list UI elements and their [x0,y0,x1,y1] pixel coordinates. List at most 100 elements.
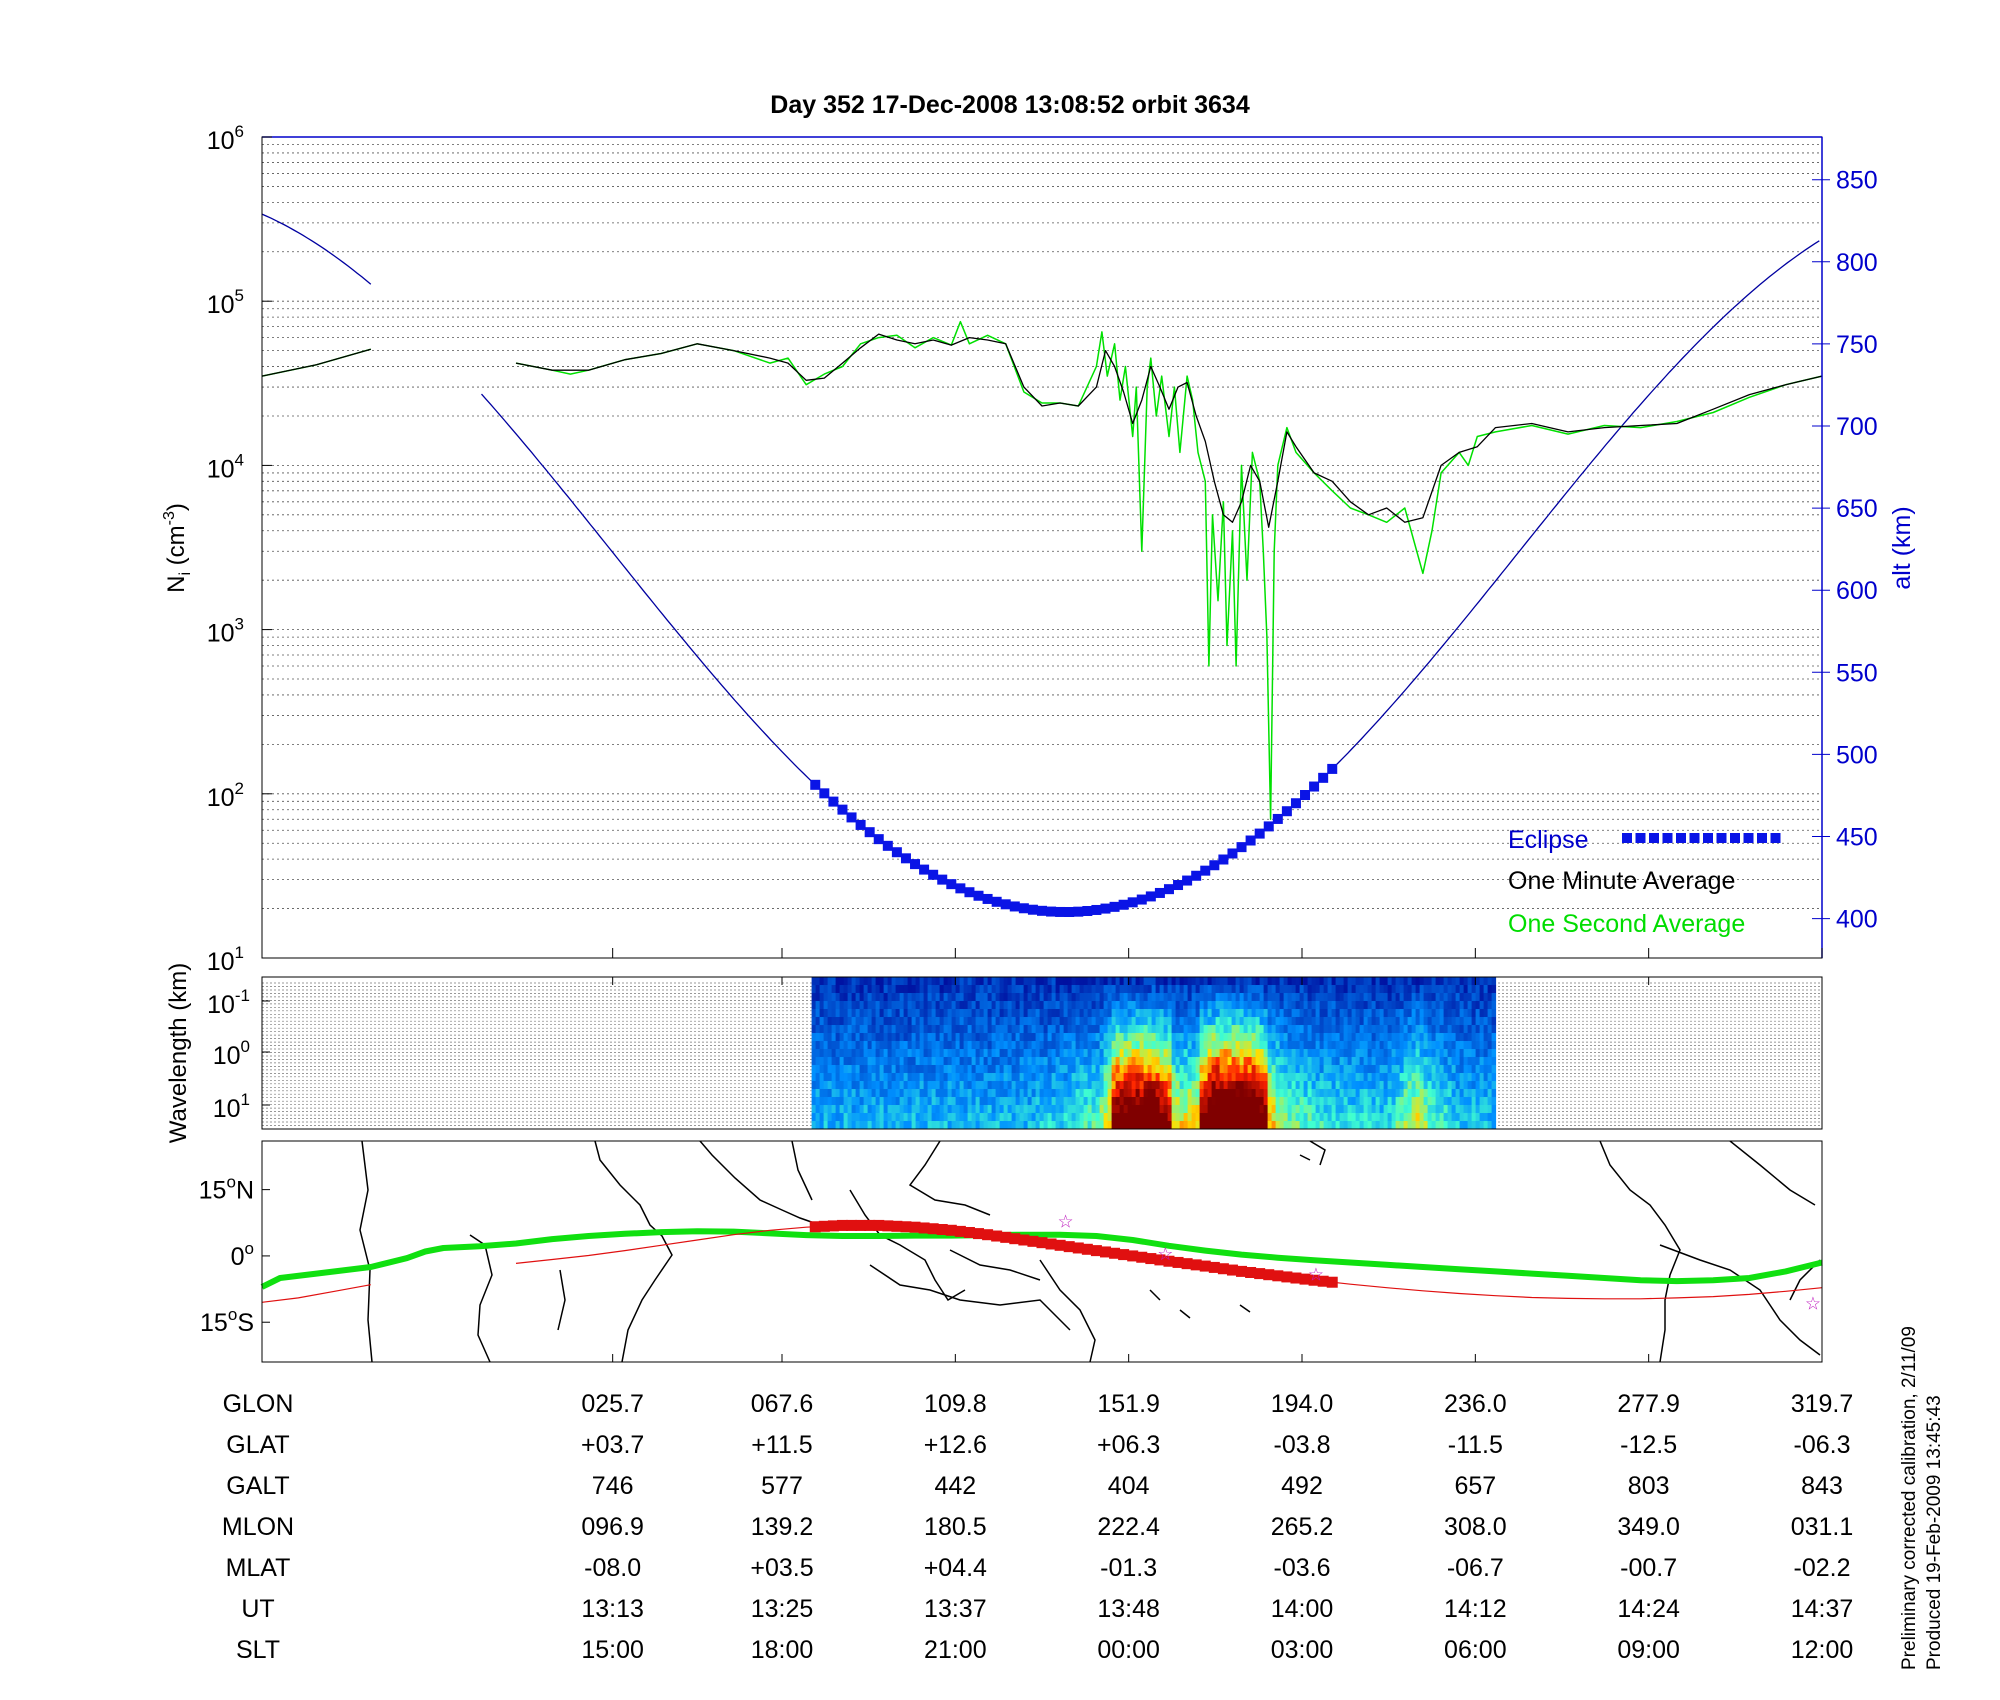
spectrogram-cell [1035,1009,1041,1018]
spectrogram-cell [1459,977,1465,986]
spectrogram-cell [1039,1121,1045,1130]
spectrogram-cell [1135,993,1141,1002]
spectrogram-cell [1071,1073,1077,1082]
spectrogram-cell [1051,1025,1057,1034]
spectrogram-cell [923,1001,929,1010]
spectrogram-cell [1291,1009,1297,1018]
spectrogram-cell [1339,1009,1345,1018]
spectrogram-cell [835,1025,841,1034]
spectrogram-cell [1303,1033,1309,1042]
spectrogram-cell [1479,1033,1485,1042]
spectrogram-cell [1307,985,1313,994]
spectrogram-cell [1039,1105,1045,1114]
spectrogram-cell [863,1041,869,1050]
spectrogram-cell [815,977,821,986]
spectrogram-cell [1099,1065,1105,1074]
spectrogram-cell [1099,993,1105,1002]
spectrogram-cell [915,1089,921,1098]
spectrogram-cell [1463,1089,1469,1098]
spectrogram-cell [1359,1081,1365,1090]
spectrogram-cell [1435,1121,1441,1130]
spectrogram-cell [1371,993,1377,1002]
table-cell: -00.7 [1620,1554,1677,1582]
spectrogram-cell [1151,1009,1157,1018]
spectrogram-cell [1419,1113,1425,1122]
ground-track-stars: ☆☆☆☆ [1058,1211,1821,1313]
spectrogram-cell [839,1105,845,1114]
spectrogram-cell [1439,1097,1445,1106]
spectrogram-cell [999,1001,1005,1010]
spectrogram-cell [1143,1001,1149,1010]
spectrogram-cell [947,1121,953,1130]
spectrogram-cell [819,1025,825,1034]
spectrogram-cell [847,1073,853,1082]
spectrogram-cell [1151,1057,1157,1066]
spectrogram-cell [1115,1025,1121,1034]
spectrogram-cell [1463,1113,1469,1122]
spectrogram-cell [1371,1017,1377,1026]
spectrogram-cell [1167,1017,1173,1026]
spectrogram-cell [1459,1105,1465,1114]
spectrogram-cell [1359,1073,1365,1082]
spectrogram-cell [1159,1017,1165,1026]
spectrogram-cell [847,1025,853,1034]
spectrogram-cell [1031,993,1037,1002]
spectrogram-cell [1279,1009,1285,1018]
spectrogram-cell [815,1041,821,1050]
spectrogram-cell [887,1113,893,1122]
spectrogram-cell [1075,1017,1081,1026]
spectrogram-cell [1443,1009,1449,1018]
spectrogram-cell [1191,1081,1197,1090]
spectrogram-cell [899,1105,905,1114]
spectrogram-cell [1483,1065,1489,1074]
spectrogram-cell [987,1097,993,1106]
spectrogram-cell [1035,985,1041,994]
spectrogram-cell [1007,1121,1013,1130]
spectrogram-cell [1351,985,1357,994]
spectrogram-cell [963,1105,969,1114]
spectrogram-cell [1443,1121,1449,1130]
spectrogram-cell [1091,993,1097,1002]
spectrogram-cell [1327,1025,1333,1034]
spectrogram-cell [1487,1081,1493,1090]
spectrogram-cell [1455,1097,1461,1106]
spectrogram-cell [1411,1089,1417,1098]
spectrogram-cell [1183,1057,1189,1066]
spectrogram-cell [895,1017,901,1026]
spectrogram-cell [1187,1073,1193,1082]
spectrogram-cell [1031,1065,1037,1074]
eclipse-marker [1200,865,1211,876]
spectrogram-cell [847,1001,853,1010]
spectrogram-cell [871,1033,877,1042]
spectrogram-cell [1315,1065,1321,1074]
spectrogram-cell [1383,1113,1389,1122]
spectrogram-cell [987,1041,993,1050]
eclipse-marker [1018,903,1029,914]
spectrogram-cell [1295,985,1301,994]
spectrogram-cell [831,1049,837,1058]
spectrogram-cell [935,1025,941,1034]
spectrogram-cell [847,1089,853,1098]
spectrogram-cell [1083,1001,1089,1010]
spectrogram-cell [1083,1025,1089,1034]
spectrogram-cell [1431,1009,1437,1018]
spectrogram-cell [1079,1097,1085,1106]
spectrogram-cell [1235,993,1241,1002]
spectrogram-cell [1331,1081,1337,1090]
spectrogram-cell [1195,1089,1201,1098]
spectrogram-cell [1123,1089,1129,1098]
spectrogram-cell [1091,1001,1097,1010]
spectrogram-cell [1459,1121,1465,1130]
spectrogram-cell [1379,977,1385,986]
spectrogram-cell [1127,1089,1133,1098]
spectrogram-cell [1483,1001,1489,1010]
spectrogram-cell [1419,1001,1425,1010]
spectrogram-cell [1219,1073,1225,1082]
spectrogram-cell [1279,1065,1285,1074]
spectrogram-cell [899,1049,905,1058]
spectrogram-cell [1259,1017,1265,1026]
spectrogram-cell [867,1049,873,1058]
spectrogram-cell [1203,1025,1209,1034]
eclipse-marker [810,779,821,790]
spectrogram-cell [967,1041,973,1050]
